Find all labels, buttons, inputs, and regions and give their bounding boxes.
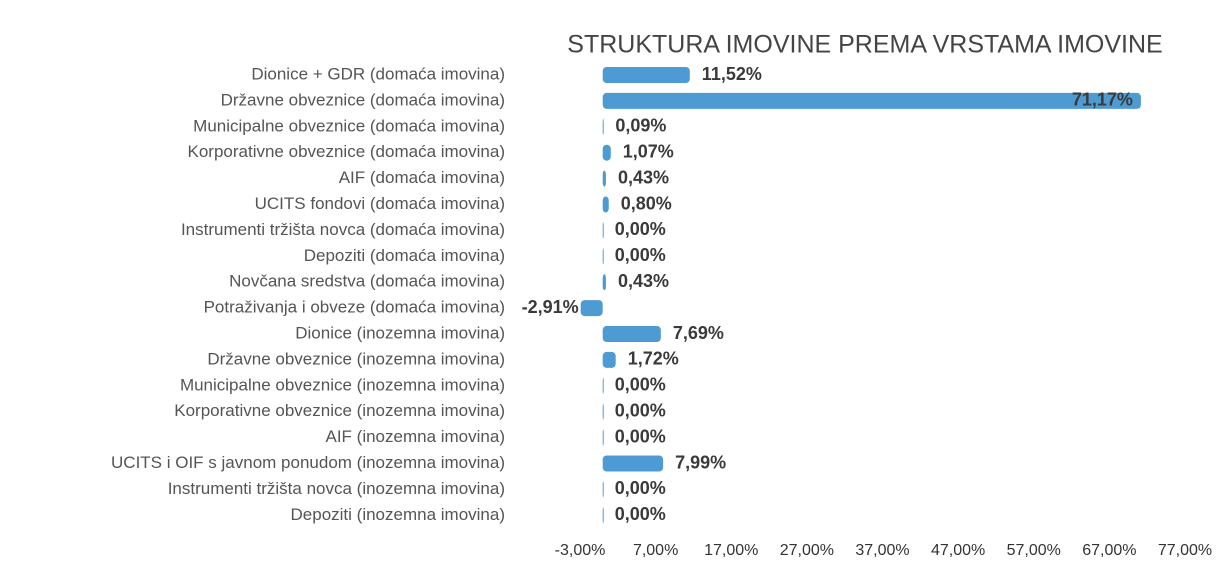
category-label: Dionice + GDR (domaća imovina) <box>251 64 505 83</box>
x-tick-label: 7,00% <box>633 542 678 559</box>
bar <box>602 92 1141 109</box>
x-tick-label: 67,00% <box>1082 542 1136 559</box>
category-label: Municipalne obveznice (inozemna imovina) <box>180 375 505 394</box>
value-label: 0,00% <box>615 478 666 498</box>
bar <box>602 403 604 420</box>
bar <box>602 429 604 446</box>
bar <box>602 196 609 213</box>
bar <box>602 274 606 291</box>
bar <box>602 351 616 368</box>
x-tick-label: 37,00% <box>855 542 909 559</box>
value-label: 0,80% <box>621 193 672 213</box>
x-tick-label: 17,00% <box>704 542 758 559</box>
value-label: 71,17% <box>1072 90 1133 110</box>
value-label: 0,09% <box>615 116 666 136</box>
bar <box>602 507 604 524</box>
x-tick-label: 57,00% <box>1007 542 1061 559</box>
bar <box>602 455 664 472</box>
value-label: 0,00% <box>615 375 666 395</box>
value-label: -2,91% <box>522 297 579 317</box>
value-label: 0,00% <box>615 400 666 420</box>
value-label: 11,52% <box>702 64 762 84</box>
x-tick-label: 27,00% <box>780 542 834 559</box>
category-label: AIF (inozemna imovina) <box>325 427 505 446</box>
category-label: Depoziti (domaća imovina) <box>304 246 505 265</box>
value-label: 0,43% <box>618 271 669 291</box>
bar <box>602 377 604 394</box>
category-label: Instrumenti tržišta novca (domaća imovin… <box>181 220 505 239</box>
category-label: Korporativne obveznice (domaća imovina) <box>188 142 506 161</box>
category-label: Potraživanja i obveze (domaća imovina) <box>204 298 505 317</box>
bar <box>602 67 690 83</box>
category-label: Novčana sredstva (domaća imovina) <box>229 272 505 291</box>
value-label: 1,72% <box>628 349 679 369</box>
category-label: Državne obveznice (inozemna imovina) <box>207 349 505 368</box>
value-label: 7,99% <box>675 452 726 472</box>
value-label: 0,43% <box>618 167 669 187</box>
bar <box>580 300 603 317</box>
value-label: 0,00% <box>615 245 666 265</box>
bar <box>602 144 611 161</box>
bar <box>602 118 604 135</box>
value-label: 1,07% <box>623 141 674 161</box>
category-label: Instrumenti tržišta novca (inozemna imov… <box>168 479 505 498</box>
category-label: UCITS i OIF s javnom ponudom (inozemna i… <box>111 453 505 472</box>
chart-title: STRUKTURA IMOVINE PREMA VRSTAMA IMOVINE <box>567 31 1162 59</box>
bar <box>602 170 606 187</box>
category-label: Korporativne obveznice (inozemna imovina… <box>174 401 505 420</box>
category-label: AIF (domaća imovina) <box>339 168 505 187</box>
category-label: Dionice (inozemna imovina) <box>295 323 505 342</box>
category-label: Državne obveznice (domaća imovina) <box>221 90 505 109</box>
bar <box>602 326 661 342</box>
x-tick-label: 47,00% <box>931 542 985 559</box>
category-label: UCITS fondovi (domaća imovina) <box>255 194 505 213</box>
x-tick-label: -3,00% <box>555 542 606 559</box>
value-label: 0,00% <box>615 219 666 239</box>
value-label: 7,69% <box>673 323 724 343</box>
value-label: 0,00% <box>615 504 666 524</box>
x-tick-label: 77,00% <box>1158 542 1212 559</box>
category-label: Municipalne obveznice (domaća imovina) <box>193 116 505 135</box>
category-label: Depoziti (inozemna imovina) <box>291 505 505 524</box>
bar <box>602 222 604 239</box>
bar <box>602 481 604 498</box>
bar <box>602 248 604 265</box>
value-label: 0,00% <box>615 426 666 446</box>
